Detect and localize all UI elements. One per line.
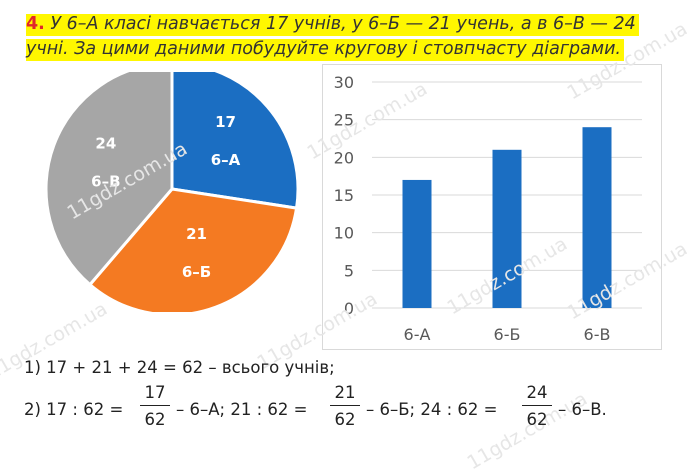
fraction-1-numerator: 17 [140,383,170,406]
pie-value-label: 24 [95,134,116,152]
task-statement: 4. У 6–А класі навчається 17 учнів, у 6–… [26,12,676,62]
y-tick-label: 30 [334,73,354,92]
solution-mid1: – 6–А; 21 : 62 = [176,400,308,419]
pie-category-label: 6–Б [182,263,211,281]
bar-chart: 0 5 10 15 20 25 30 6-А 6-Б 6-В [322,64,662,350]
solution-prefix: 2) 17 : 62 = [24,400,124,419]
bar [402,179,432,308]
x-tick-label: 6-В [584,325,611,344]
y-tick-label: 5 [344,261,354,280]
y-tick-label: 0 [344,299,354,318]
fraction-1-denominator: 62 [144,410,166,429]
fraction-3-numerator: 24 [522,383,552,406]
pie-chart: 17 6–А 21 6–Б 24 6–В [44,72,300,312]
fraction-2-denominator: 62 [334,410,356,429]
pie-slice [87,187,299,312]
bar [582,127,612,308]
y-tick-label: 25 [334,111,354,130]
task-text-line2: учні. За цими даними побудуйте кругову і… [26,39,624,61]
fraction-2-numerator: 21 [330,383,360,406]
pie-category-label: 6–В [91,172,120,190]
task-text-line1: У 6–А класі навчається 17 учнів, у 6–Б —… [50,14,636,34]
task-number: 4. [26,14,45,34]
fraction-2: 21 62 [330,383,360,429]
fraction-3: 24 62 [522,383,552,429]
solution-line1: 1) 17 + 21 + 24 = 62 – всього учнів; [24,358,335,377]
solution-end: – 6–В. [558,400,607,419]
fraction-1: 17 62 [140,383,170,429]
pie-slice [44,72,174,287]
y-tick-label: 15 [334,186,354,205]
x-tick-label: 6-А [404,325,431,344]
pie-value-label: 17 [215,113,236,131]
fraction-3-denominator: 62 [526,410,548,429]
x-tick-label: 6-Б [494,325,521,344]
bar [492,149,522,308]
pie-slice [170,72,300,210]
pie-category-label: 6–А [211,151,241,169]
solution-mid2: – 6–Б; 24 : 62 = [366,400,498,419]
pie-value-label: 21 [186,225,207,243]
y-tick-label: 20 [334,148,354,167]
y-tick-label: 10 [334,224,354,243]
